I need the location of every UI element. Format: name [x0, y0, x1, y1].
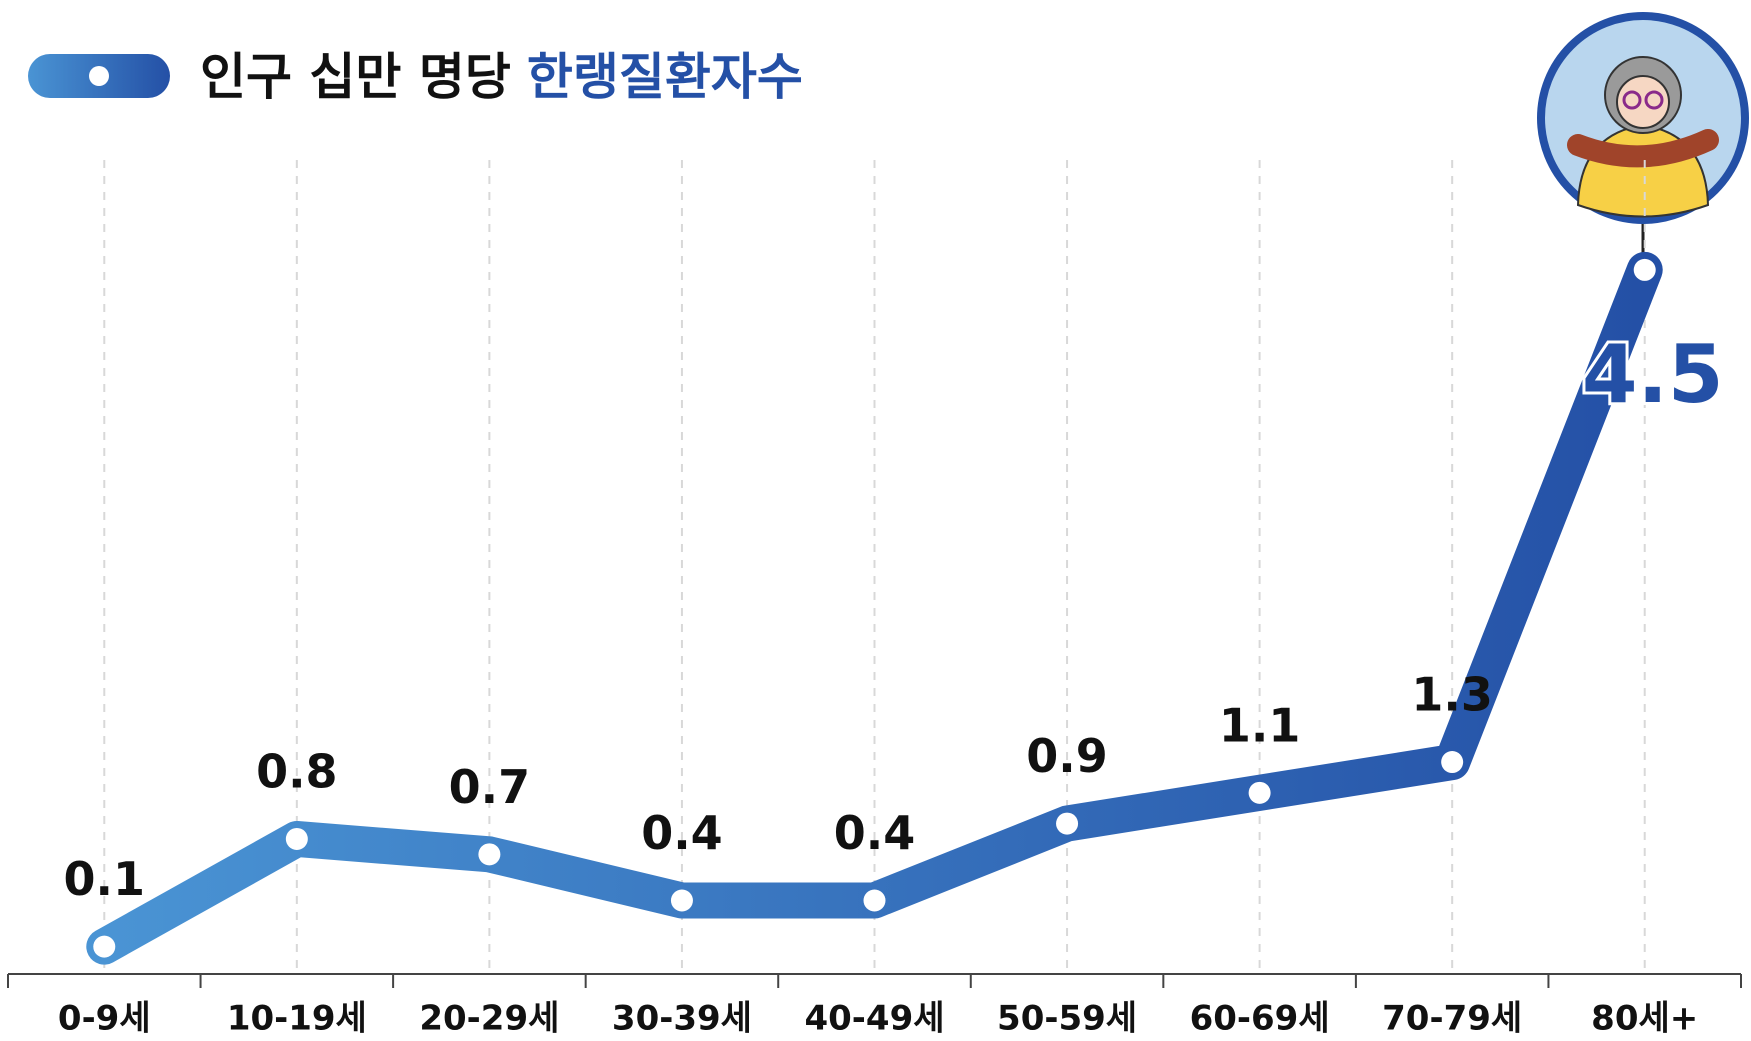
value-label: 0.8 — [256, 744, 338, 798]
data-point — [286, 828, 308, 850]
value-label: 4.5 — [1582, 328, 1724, 421]
x-tick-label: 40-49세 — [804, 999, 944, 1039]
x-tick-label: 50-59세 — [997, 999, 1137, 1039]
value-label: 0.4 — [834, 806, 916, 860]
value-label: 0.9 — [1026, 729, 1108, 783]
x-tick-label: 70-79세 — [1382, 999, 1522, 1039]
x-tick-label: 30-39세 — [612, 999, 752, 1039]
data-point — [478, 843, 500, 865]
x-tick-label: 0-9세 — [58, 999, 151, 1039]
x-tick-label: 80세+ — [1591, 999, 1698, 1039]
value-label: 0.1 — [64, 852, 146, 906]
x-tick-label: 10-19세 — [227, 999, 367, 1039]
data-point — [1056, 813, 1078, 835]
value-label: 1.1 — [1219, 698, 1301, 752]
data-point — [1249, 782, 1271, 804]
data-point — [1441, 751, 1463, 773]
data-point — [93, 936, 115, 958]
x-tick-label: 20-29세 — [419, 999, 559, 1039]
data-point — [1634, 259, 1656, 281]
chart-title: 인구 십만 명당 한랭질환자수 — [200, 48, 803, 106]
value-label: 0.7 — [449, 760, 531, 814]
illustration — [1541, 16, 1745, 262]
x-tick-label: 60-69세 — [1190, 999, 1330, 1039]
title-highlight: 한랭질환자수 — [527, 48, 803, 106]
data-point — [671, 889, 693, 911]
value-label: 0.4 — [641, 806, 723, 860]
value-label: 1.3 — [1411, 668, 1493, 722]
title-text: 인구 십만 명당 — [200, 48, 511, 106]
data-point — [864, 889, 886, 911]
legend-dot — [89, 66, 109, 86]
chart: 인구 십만 명당 한랭질환자수 0-9세 10-19세 20-29세 30-39세 40-… — [0, 0, 1751, 1041]
